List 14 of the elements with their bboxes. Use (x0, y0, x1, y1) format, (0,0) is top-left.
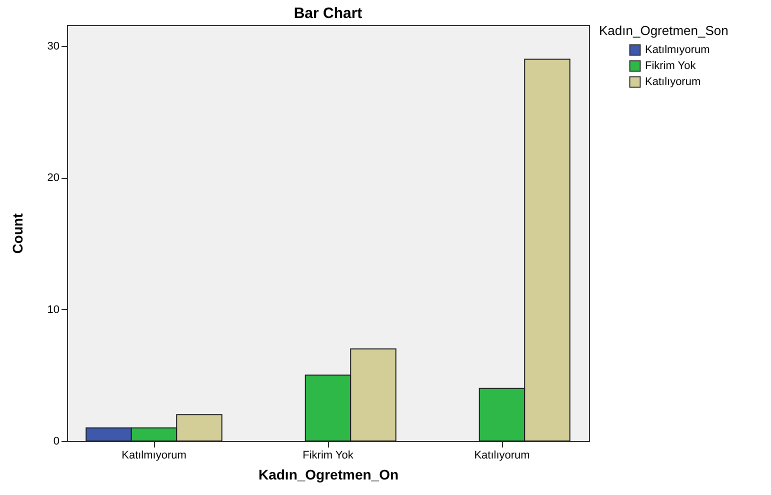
y-tick-label: 0 (53, 436, 60, 448)
legend-label: Fikrim Yok (645, 60, 696, 72)
x-axis-title: Kadın_Ogretmen_On (258, 466, 399, 482)
x-tick-label: Fikrim Yok (302, 450, 354, 462)
y-tick-label: 20 (47, 172, 60, 184)
legend-label: Katılıyorum (645, 76, 701, 88)
chart-title: Bar Chart (294, 5, 362, 22)
legend-title: Kadın_Ogretmen_Son (599, 23, 728, 38)
y-tick-label: 30 (47, 40, 60, 53)
x-tick-label: Katılmıyorum (122, 450, 186, 462)
x-tick-label: Katılıyorum (474, 450, 530, 462)
y-tick-label: 10 (47, 304, 60, 316)
legend-label: Katılmıyorum (645, 44, 710, 56)
y-axis-title: Count (9, 212, 26, 254)
